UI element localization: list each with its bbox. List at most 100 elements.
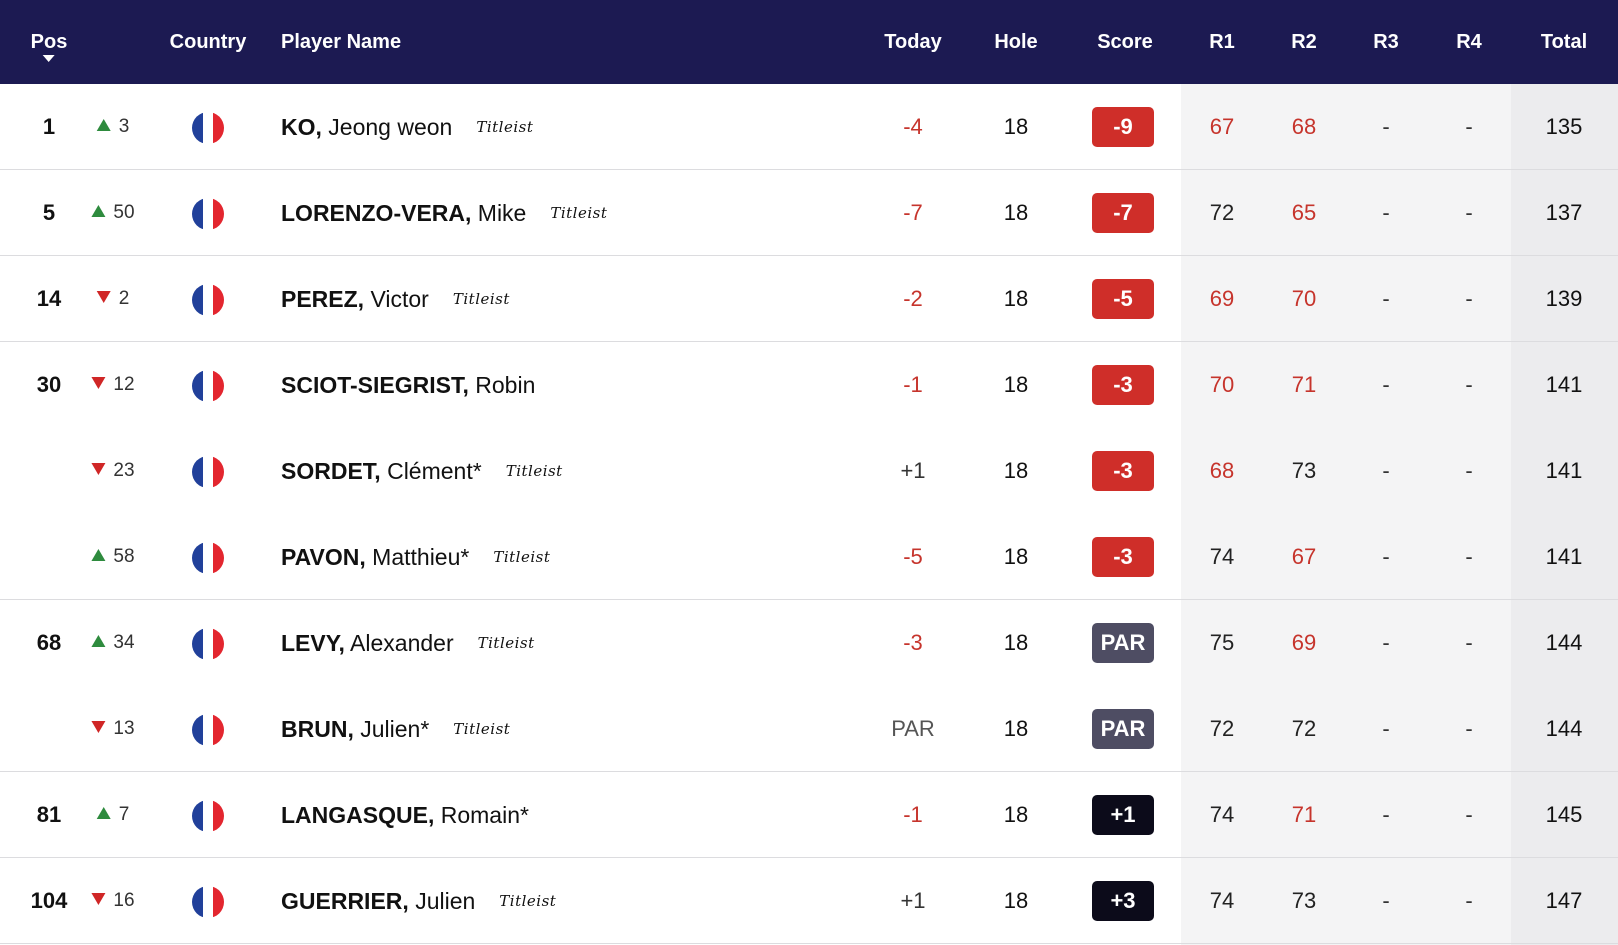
hole: 18 — [1003, 544, 1029, 569]
table-row[interactable]: 81 7 LANGASQUE, Romain* -1 18 +1 74 71 - - 145 — [0, 772, 1618, 858]
col-header-r2[interactable]: R2 — [1291, 31, 1317, 53]
table-row[interactable]: 58 PAVON, Matthieu* Titleist -5 18 -3 74 67 - - 14… — [0, 514, 1618, 600]
table-row[interactable]: 13 BRUN, Julien* Titleist PAR 18 PAR 72 72 - - 144 — [0, 686, 1618, 772]
movement-value: 13 — [113, 718, 135, 739]
table-row[interactable]: 14 2 PEREZ, Victor Titleist -2 18 -5 69 70 - - 139 — [0, 256, 1618, 342]
round-3-score: - — [1382, 286, 1390, 311]
france-flag-icon — [192, 284, 224, 316]
total-score: 144 — [1545, 716, 1583, 741]
player-last-name: PEREZ, — [281, 286, 365, 312]
player-last-name: LANGASQUE, — [281, 802, 435, 828]
position-movement: 2 — [96, 256, 129, 342]
table-row[interactable]: 5 50 LORENZO-VERA, Mike Titleist -7 18 -7 72 65 -… — [0, 170, 1618, 256]
player-name[interactable]: KO, Jeong weon Titleist — [281, 84, 533, 170]
france-flag-icon — [192, 628, 224, 660]
player-last-name: PAVON, — [281, 544, 366, 570]
movement-value: 34 — [113, 632, 135, 653]
player-name[interactable]: PAVON, Matthieu* Titleist — [281, 514, 550, 600]
player-first-name: Clément* — [387, 458, 482, 484]
col-header-pos[interactable]: Pos — [30, 0, 68, 84]
round-4-score: - — [1465, 716, 1473, 741]
table-row[interactable]: 104 16 GUERRIER, Julien Titleist +1 18 +3 74 73 -… — [0, 858, 1618, 944]
col-header-r4[interactable]: R4 — [1456, 31, 1482, 53]
position: 30 — [36, 372, 62, 397]
position: 5 — [42, 200, 56, 225]
table-row[interactable]: 68 34 LEVY, Alexander Titleist -3 18 PAR 75 69 - -… — [0, 600, 1618, 686]
arrow-down-icon — [91, 376, 106, 389]
hole: 18 — [1003, 458, 1029, 483]
player-name[interactable]: LEVY, Alexander Titleist — [281, 600, 535, 686]
today-score: -4 — [903, 114, 923, 139]
round-2-score: 72 — [1291, 716, 1317, 741]
player-first-name: Julien — [415, 888, 476, 914]
score-badge: -3 — [1092, 537, 1154, 577]
player-name[interactable]: PEREZ, Victor Titleist — [281, 256, 510, 342]
round-1-score: 74 — [1209, 544, 1235, 569]
player-last-name: BRUN, — [281, 716, 354, 742]
player-name[interactable]: SORDET, Clément* Titleist — [281, 428, 563, 514]
hole: 18 — [1003, 802, 1029, 827]
round-3-score: - — [1382, 630, 1390, 655]
arrow-down-icon — [96, 290, 111, 303]
today-score: +1 — [900, 888, 926, 913]
today-score: -5 — [903, 544, 923, 569]
arrow-down-icon — [91, 462, 106, 475]
player-name[interactable]: LORENZO-VERA, Mike Titleist — [281, 170, 607, 256]
player-name[interactable]: GUERRIER, Julien Titleist — [281, 858, 556, 944]
arrow-up-icon — [96, 806, 111, 819]
hole: 18 — [1003, 286, 1029, 311]
col-header-hole[interactable]: Hole — [994, 31, 1038, 53]
position: 68 — [36, 630, 62, 655]
col-header-r1[interactable]: R1 — [1209, 31, 1235, 53]
player-name[interactable]: LANGASQUE, Romain* — [281, 772, 529, 858]
player-name[interactable]: BRUN, Julien* Titleist — [281, 686, 510, 772]
position-movement: 23 — [91, 428, 135, 514]
player-name[interactable]: SCIOT-SIEGRIST, Robin — [281, 342, 535, 428]
round-2-score: 70 — [1291, 286, 1317, 311]
arrow-up-icon — [91, 634, 106, 647]
col-header-player[interactable]: Player Name — [281, 31, 402, 53]
col-header-r3[interactable]: R3 — [1373, 31, 1399, 53]
today-score: -1 — [903, 372, 923, 397]
france-flag-icon — [192, 800, 224, 832]
col-header-pos-label: Pos — [30, 31, 68, 53]
france-flag-icon — [192, 886, 224, 918]
round-2-score: 68 — [1291, 114, 1317, 139]
round-4-score: - — [1465, 372, 1473, 397]
round-4-score: - — [1465, 630, 1473, 655]
col-header-total[interactable]: Total — [1540, 31, 1588, 53]
france-flag-icon — [192, 198, 224, 230]
movement-value: 3 — [118, 116, 130, 137]
round-3-score: - — [1382, 802, 1390, 827]
col-header-score[interactable]: Score — [1097, 31, 1153, 53]
hole: 18 — [1003, 888, 1029, 913]
score-badge: -5 — [1092, 279, 1154, 319]
total-score: 144 — [1545, 630, 1583, 655]
round-4-score: - — [1465, 458, 1473, 483]
rounds-column-shade — [1181, 84, 1511, 945]
france-flag-icon — [192, 542, 224, 574]
table-row[interactable]: 1 3 KO, Jeong weon Titleist -4 18 -9 67 68 - - 135 — [0, 84, 1618, 170]
total-score: 135 — [1545, 114, 1583, 139]
round-1-score: 72 — [1209, 200, 1235, 225]
round-1-score: 74 — [1209, 802, 1235, 827]
score-badge: +3 — [1092, 881, 1154, 921]
col-header-country[interactable]: Country — [169, 31, 247, 53]
today-score: -3 — [903, 630, 923, 655]
player-last-name: LORENZO-VERA, — [281, 200, 472, 226]
arrow-down-icon — [91, 720, 106, 733]
col-header-today[interactable]: Today — [884, 31, 942, 53]
player-first-name: Alexander — [350, 630, 454, 656]
position-movement: 50 — [91, 170, 135, 256]
table-row[interactable]: 23 SORDET, Clément* Titleist +1 18 -3 68 73 - - 14… — [0, 428, 1618, 514]
player-last-name: GUERRIER, — [281, 888, 409, 914]
score-badge: PAR — [1092, 709, 1154, 749]
hole: 18 — [1003, 716, 1029, 741]
leaderboard-header: Pos Country Player Name Today Hole Score… — [0, 0, 1618, 84]
table-row[interactable]: 30 12 SCIOT-SIEGRIST, Robin -1 18 -3 70 71 - - 141 — [0, 342, 1618, 428]
player-first-name: Romain* — [440, 802, 529, 828]
position-movement: 12 — [91, 342, 135, 428]
round-1-score: 69 — [1209, 286, 1235, 311]
sponsor-logo: Titleist — [550, 203, 608, 222]
player-last-name: SORDET, — [281, 458, 381, 484]
